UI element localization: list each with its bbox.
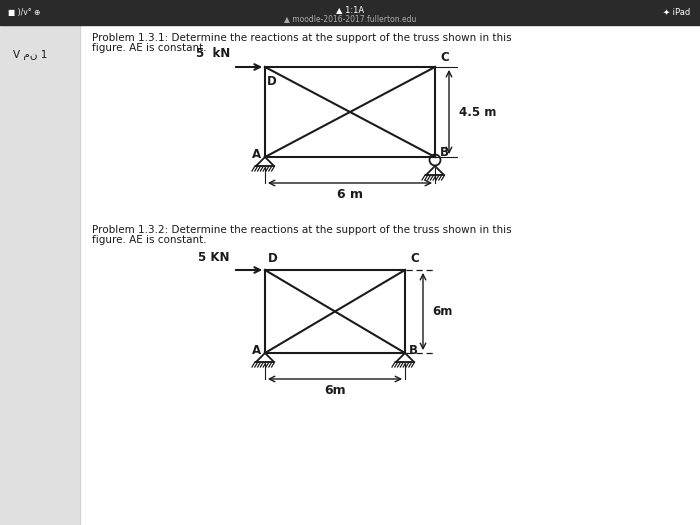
Text: 4.5 m: 4.5 m (459, 106, 496, 119)
Text: C: C (440, 51, 449, 64)
Text: Problem 1.3.2: Determine the reactions at the support of the truss shown in this: Problem 1.3.2: Determine the reactions a… (92, 225, 512, 235)
Text: ▲ moodle-2016-2017.fullerton.edu: ▲ moodle-2016-2017.fullerton.edu (284, 15, 416, 24)
Text: B: B (409, 344, 418, 358)
Text: Problem 1.3.1: Determine the reactions at the support of the truss shown in this: Problem 1.3.1: Determine the reactions a… (92, 33, 512, 43)
Text: C: C (410, 252, 419, 265)
Text: A: A (252, 149, 261, 162)
Text: D: D (267, 75, 276, 88)
Text: 6m: 6m (432, 305, 452, 318)
Bar (0, 25, 80, 525)
Text: figure. AE is constant.: figure. AE is constant. (92, 235, 206, 245)
Text: 6 m: 6 m (337, 188, 363, 201)
Text: 5  kN: 5 kN (196, 47, 230, 60)
Text: ■ )/v° ⊕: ■ )/v° ⊕ (8, 7, 41, 16)
Text: A: A (252, 344, 261, 358)
Bar (0, 0, 700, 25)
Text: ▲ 1:1A: ▲ 1:1A (336, 5, 364, 15)
Text: V من 1: V من 1 (13, 50, 47, 60)
Text: 6m: 6m (324, 384, 346, 397)
Text: figure. AE is constant.: figure. AE is constant. (92, 43, 206, 53)
Text: B: B (440, 146, 449, 160)
Text: ✦ iPad: ✦ iPad (663, 7, 690, 16)
Text: D: D (268, 252, 278, 265)
Text: 5 KN: 5 KN (199, 251, 230, 264)
